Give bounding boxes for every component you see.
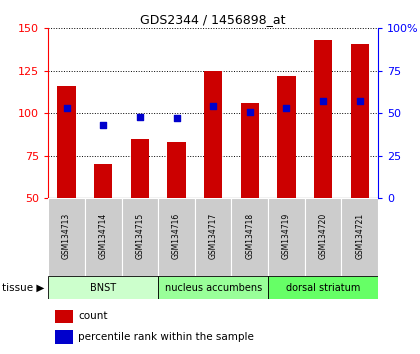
Text: GSM134719: GSM134719 (282, 212, 291, 259)
Text: GSM134714: GSM134714 (99, 212, 108, 259)
Bar (121, 198, 158, 276)
Text: nucleus accumbens: nucleus accumbens (165, 282, 262, 293)
Text: GSM134713: GSM134713 (62, 212, 71, 259)
Point (100, 122, 107, 128)
Bar (314, 40, 332, 198)
Point (136, 114, 143, 120)
Bar (167, 142, 186, 198)
Point (356, 98, 363, 104)
Title: GDS2344 / 1456898_at: GDS2344 / 1456898_at (140, 13, 286, 26)
Bar (268, 276, 378, 299)
Bar (241, 103, 259, 198)
Text: percentile rank within the sample: percentile rank within the sample (78, 332, 254, 342)
Point (320, 98, 326, 104)
Bar (204, 71, 222, 198)
Point (63, 105, 70, 111)
Bar (277, 76, 296, 198)
Point (173, 115, 180, 121)
Bar (305, 198, 341, 276)
Bar (58, 86, 76, 198)
Text: GSM134720: GSM134720 (318, 212, 328, 259)
Bar (48, 276, 158, 299)
Bar (48, 198, 85, 276)
Bar (195, 198, 231, 276)
Bar (268, 198, 305, 276)
Bar (351, 44, 369, 198)
Bar (55, 330, 73, 344)
Text: GSM134717: GSM134717 (209, 212, 218, 259)
Bar (158, 276, 268, 299)
Bar (55, 309, 73, 324)
Bar (231, 198, 268, 276)
Point (210, 104, 217, 109)
Bar (341, 198, 378, 276)
Text: GSM134716: GSM134716 (172, 212, 181, 259)
Text: count: count (78, 312, 108, 321)
Text: BNST: BNST (90, 282, 116, 293)
Point (247, 109, 253, 114)
Bar (85, 198, 121, 276)
Text: GSM134715: GSM134715 (135, 212, 144, 259)
Bar (94, 164, 113, 198)
Text: dorsal striatum: dorsal striatum (286, 282, 360, 293)
Point (283, 105, 290, 111)
Bar (158, 198, 195, 276)
Text: GSM134718: GSM134718 (245, 212, 254, 259)
Text: tissue ▶: tissue ▶ (2, 282, 44, 293)
Text: GSM134721: GSM134721 (355, 212, 364, 259)
Bar (131, 139, 149, 198)
